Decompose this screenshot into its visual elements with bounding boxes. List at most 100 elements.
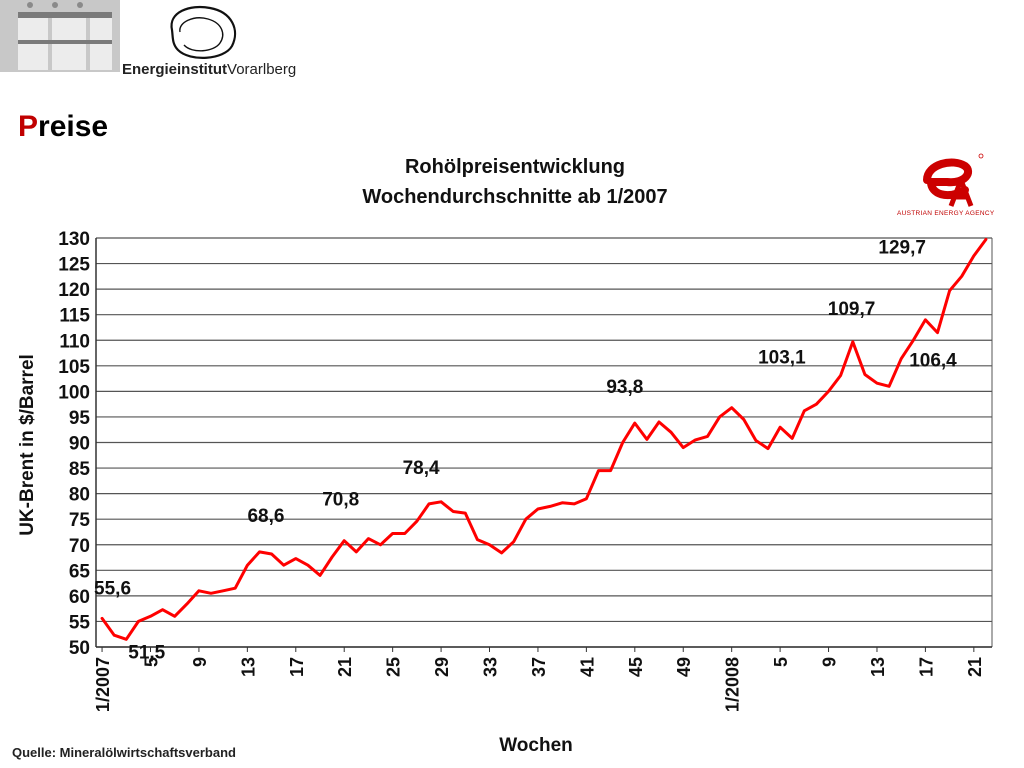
annotation-label: 129,7 [878,238,926,259]
price-data-point [815,403,818,406]
price-data-point [875,382,878,385]
price-data-point [754,439,757,442]
price-data-point [863,373,866,376]
y-tick-labels: 50 55 60 65 70 75 80 85 90 95 100 105 110 115 120 125 13… [58,229,90,659]
price-data-point [803,409,806,412]
price-data-point [197,589,200,592]
y-tick-label: 110 [59,331,90,352]
x-tick-label: 33 [481,657,501,677]
x-tick-label: 29 [432,657,452,677]
price-data-point [827,390,830,393]
price-data-point [476,538,479,541]
price-data-point [246,564,249,567]
y-tick-label: 120 [58,280,90,301]
price-data-point [282,564,285,567]
price-data-point [742,418,745,421]
annotation-label: 78,4 [403,458,440,479]
price-data-point [549,505,552,508]
price-data-point [900,357,903,360]
price-data-point [888,385,891,388]
x-tick-label: 41 [577,657,597,677]
price-data-point [948,289,951,292]
x-tick-labels: 1/2007 5 9 13 17 21 25 29 33 37 41 45 49 1/2008 5 9 13 17… [93,657,985,712]
y-tick-label: 65 [69,561,91,582]
x-tick-label: 9 [820,657,840,667]
slide-title-rest: reise [38,110,109,143]
price-data-point [464,512,467,515]
austrian-energy-agency-logo [923,153,984,207]
y-tick-label: 130 [58,229,90,250]
slide-title: Preise [18,110,108,144]
price-data-point [718,415,721,418]
y-tick-label: 55 [69,612,91,633]
y-tick-label: 70 [69,536,90,557]
price-data-point [524,518,527,521]
chart-title: Rohölpreisentwicklung [404,156,626,178]
price-data-point [355,550,358,553]
price-data-point [561,501,564,504]
price-data-point [319,574,322,577]
price-data-point [791,437,794,440]
y-tick-label: 125 [58,255,90,276]
price-data-point [173,615,176,618]
price-data-point [573,502,576,505]
price-data-point [767,447,770,450]
price-data-point [597,469,600,472]
x-tick-label: 45 [626,657,646,677]
y-tick-label: 60 [69,587,90,608]
price-data-point [500,551,503,554]
x-tick-label: 1/2007 [93,657,113,712]
x-tick-label: 5 [141,657,161,667]
price-data-point [839,374,842,377]
y-tick-label: 50 [69,638,90,659]
price-data-point [488,543,491,546]
x-tick-label: 17 [916,657,936,677]
annotation-label: 70,8 [322,490,359,511]
price-data-point [185,603,188,606]
annotation-label: 103,1 [758,348,806,369]
price-data-point [512,540,515,543]
y-tick-label: 105 [58,357,90,378]
org-name-rest: Vorarlberg [227,61,297,78]
price-data-point [609,469,612,472]
price-data-point [367,537,370,540]
chart-subtitle: Wochendurchschnitte ab 1/2007 [362,186,668,208]
price-data-point [682,446,685,449]
annotation-label: 106,4 [909,351,957,372]
price-data-point [161,608,164,611]
price-series-line [100,238,988,641]
price-data-point [960,275,963,278]
price-data-point [633,422,636,425]
y-tick-label: 115 [59,306,90,327]
x-tick-label: 25 [384,657,404,677]
y-axis-label: UK-Brent in $/Barrel [17,354,38,536]
price-data-point [331,556,334,559]
x-axis-label: Wochen [499,735,573,756]
x-tick-label: 49 [674,657,694,677]
price-data-point [113,634,116,637]
org-name: EnergieinstitutVorarlberg [122,61,296,78]
price-data-point [706,435,709,438]
x-tick-label: 21 [965,657,985,677]
price-data-point [645,438,648,441]
price-data-point [137,620,140,623]
price-data-point [658,421,661,424]
annotation-label: 109,7 [828,299,876,320]
y-tick-label: 80 [69,485,90,506]
price-data-point [415,520,418,523]
price-data-point [391,532,394,535]
price-data-point [536,507,539,510]
price-data-point [851,340,854,343]
price-data-point [779,426,782,429]
grid-lines [95,237,993,652]
x-tick-label: 21 [335,657,355,677]
price-data-point [912,339,915,342]
price-data-point [343,539,346,542]
price-data-point [403,532,406,535]
annotation-labels: 55,6 51,5 68,6 70,8 78,4 93,8 103,1 109,7 106,4 1… [94,238,957,664]
price-data-point [210,592,213,595]
y-tick-label: 95 [69,408,91,429]
x-tick-label: 13 [868,657,888,677]
agency-name: AUSTRIAN ENERGY AGENCY [897,210,995,217]
